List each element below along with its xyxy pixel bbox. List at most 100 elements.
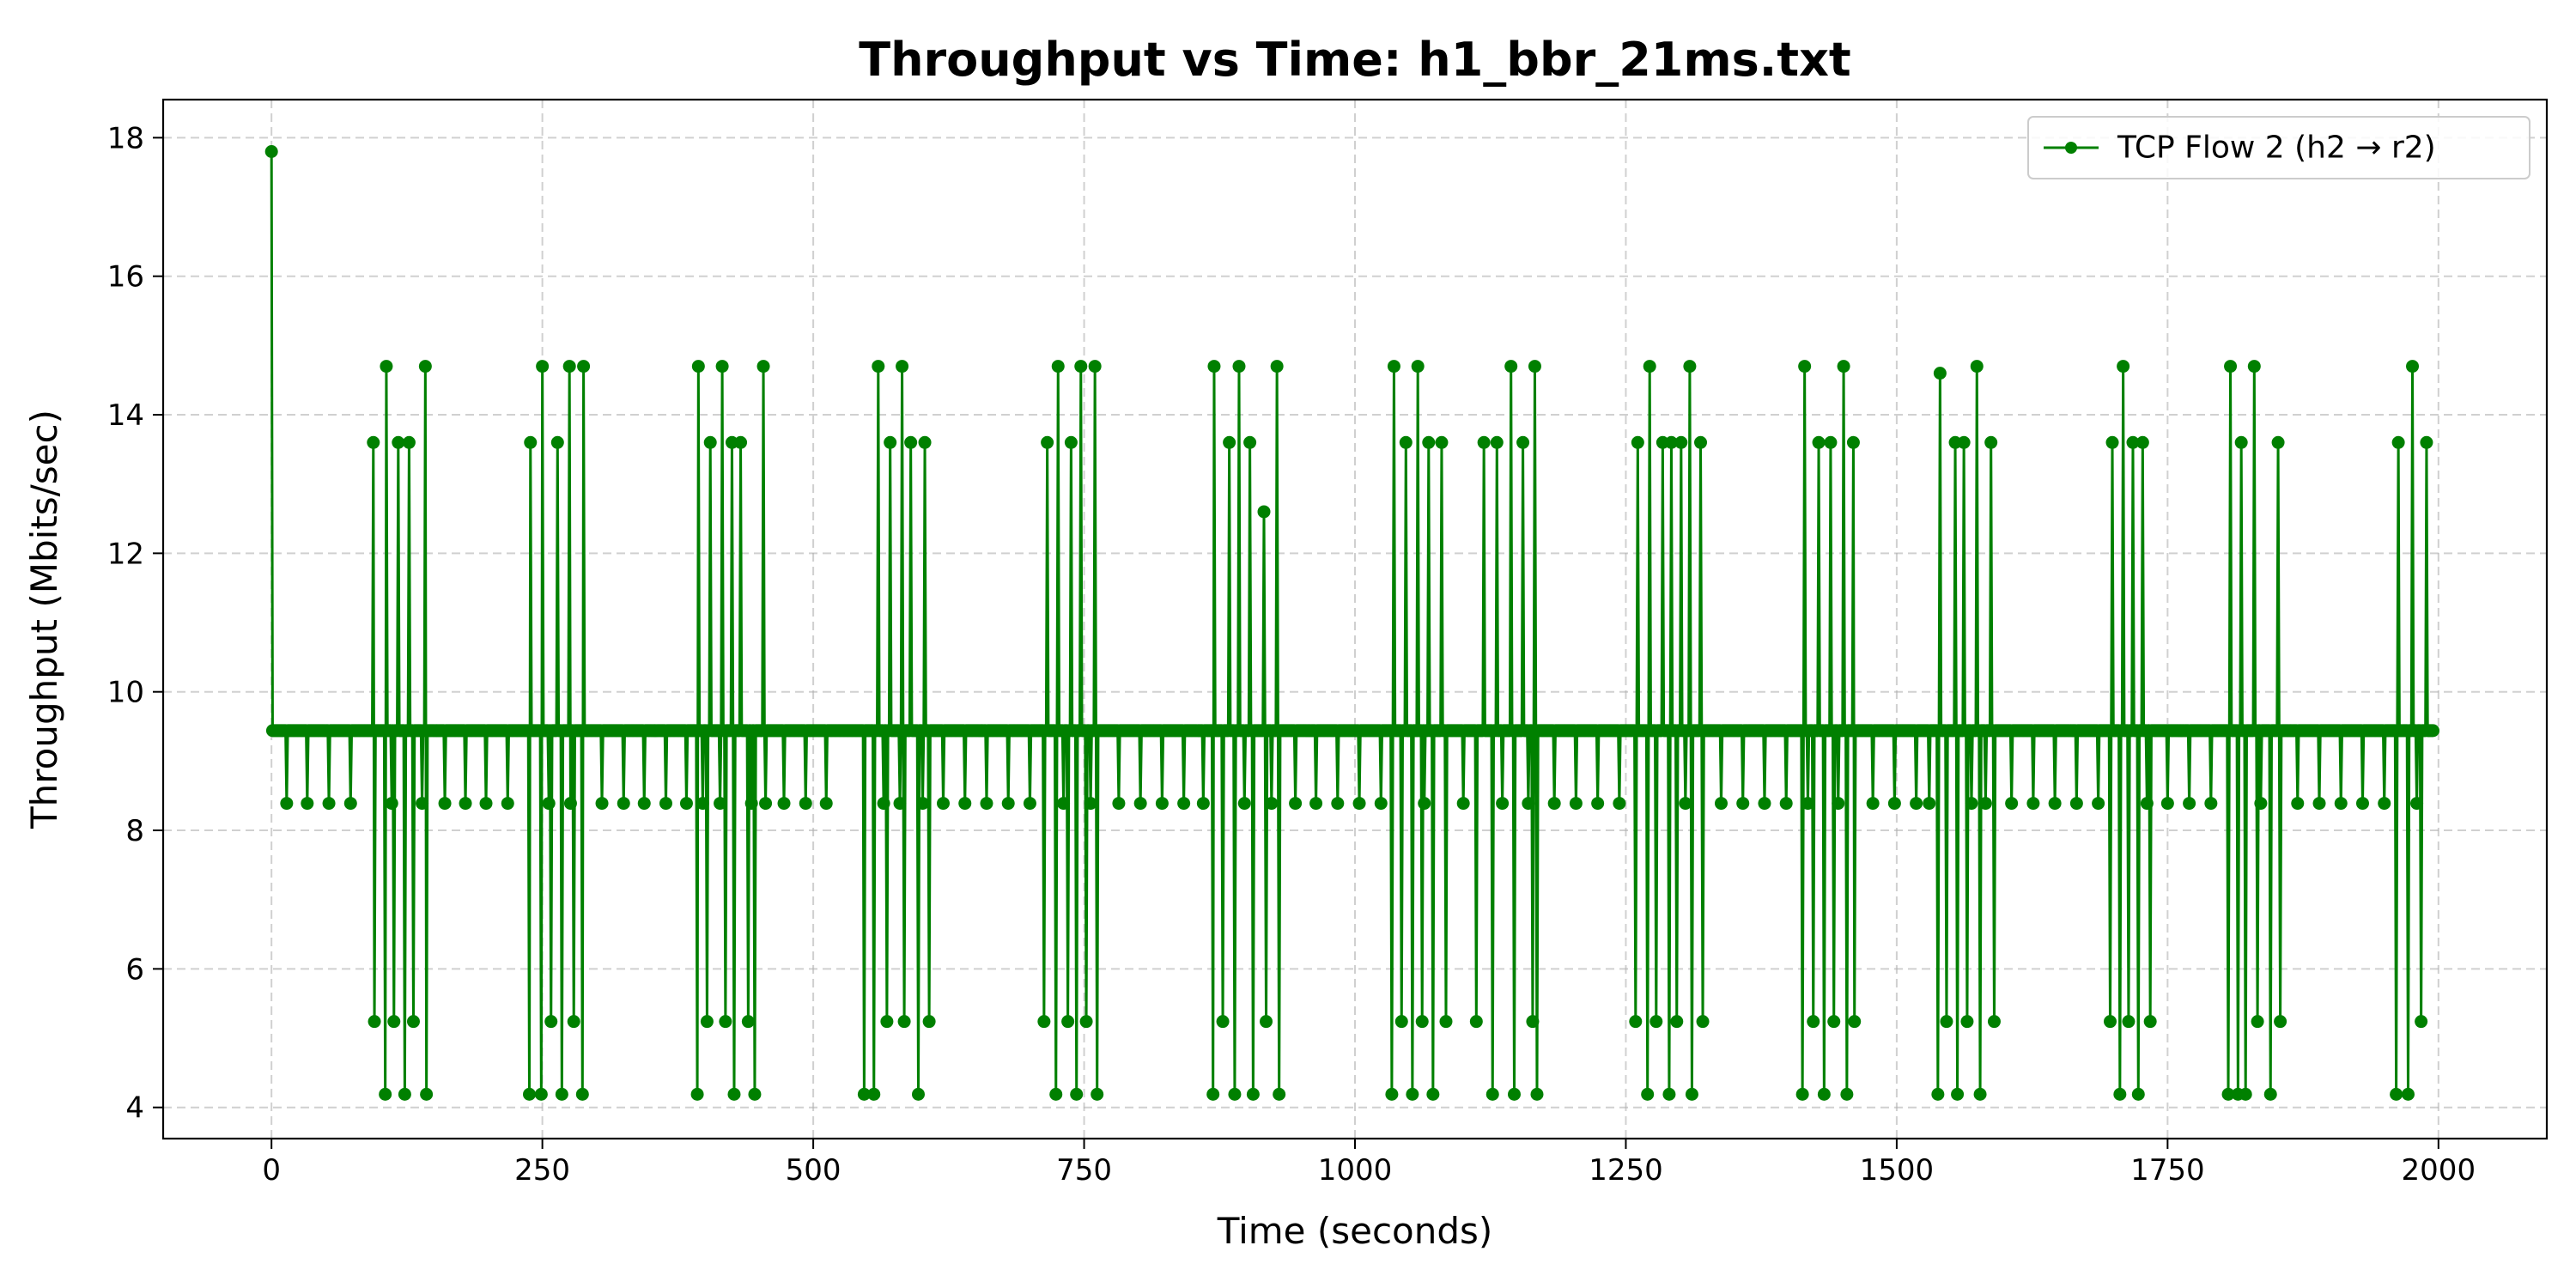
- data-point: [1257, 505, 1271, 519]
- data-point: [2026, 797, 2040, 811]
- data-point: [1232, 360, 1246, 374]
- data-point: [1674, 435, 1688, 449]
- data-point: [2251, 1015, 2264, 1029]
- data-point: [2420, 435, 2433, 449]
- data-point: [368, 1015, 381, 1029]
- data-point: [2263, 1087, 2277, 1101]
- y-tick-label: 14: [107, 398, 144, 433]
- data-point: [1088, 360, 1102, 374]
- data-point: [562, 360, 576, 374]
- data-point: [2224, 360, 2238, 374]
- data-point: [385, 797, 398, 811]
- data-point: [1112, 797, 1126, 811]
- data-point: [1714, 797, 1728, 811]
- data-point: [1237, 797, 1251, 811]
- legend-entry-tcp-flow-2: TCP Flow 2 (h2 → r2): [2117, 131, 2436, 166]
- data-point: [1352, 797, 1366, 811]
- data-point: [2415, 1015, 2428, 1029]
- data-point: [1940, 1015, 1953, 1029]
- data-point: [2105, 435, 2119, 449]
- data-point: [534, 1087, 548, 1101]
- data-point: [1223, 435, 1236, 449]
- data-point: [2160, 797, 2174, 811]
- data-point: [1023, 797, 1036, 811]
- data-point: [1526, 1015, 1540, 1029]
- data-point: [1216, 1015, 1230, 1029]
- data-point: [2005, 797, 2019, 811]
- y-axis: 4 6 8 10 12 14 16 18: [107, 121, 163, 1126]
- data-point: [1041, 435, 1054, 449]
- data-point: [1051, 360, 1065, 374]
- legend-box: [2027, 116, 2530, 179]
- data-point: [2143, 1015, 2157, 1029]
- data-point: [1070, 1087, 1084, 1101]
- data-point: [2401, 1087, 2415, 1101]
- data-point: [1840, 1087, 1854, 1101]
- data-point: [1196, 797, 1210, 811]
- data-point: [911, 1087, 925, 1101]
- data-point: [1490, 435, 1504, 449]
- data-point: [2291, 797, 2305, 811]
- data-point: [2204, 797, 2218, 811]
- data-point: [872, 360, 885, 374]
- data-point: [1037, 1015, 1051, 1029]
- data-point: [741, 1015, 755, 1029]
- data-point: [893, 797, 907, 811]
- data-point: [1848, 1015, 1862, 1029]
- data-point: [1207, 360, 1221, 374]
- data-point: [1260, 1015, 1273, 1029]
- data-point: [734, 435, 748, 449]
- data-point: [744, 797, 758, 811]
- data-point: [1265, 797, 1279, 811]
- data-point: [1061, 1015, 1075, 1029]
- data-point: [2113, 1087, 2127, 1101]
- data-point: [637, 797, 651, 811]
- data-point: [1984, 435, 1998, 449]
- data-point: [1064, 435, 1078, 449]
- data-point: [2092, 797, 2105, 811]
- data-point: [1887, 797, 1901, 811]
- data-point: [1801, 797, 1814, 811]
- data-point: [459, 797, 472, 811]
- data-point: [880, 1015, 894, 1029]
- data-point: [1664, 435, 1678, 449]
- data-point: [1001, 797, 1015, 811]
- data-point: [1923, 797, 1936, 811]
- data-point: [1399, 435, 1413, 449]
- data-point: [2274, 1015, 2287, 1029]
- data-point: [1641, 1087, 1655, 1101]
- data-point: [1177, 797, 1191, 811]
- data-point: [819, 797, 833, 811]
- data-point: [1827, 1015, 1841, 1029]
- data-point: [1133, 797, 1147, 811]
- data-point: [1387, 360, 1400, 374]
- data-point: [1504, 360, 1518, 374]
- data-point: [1155, 797, 1169, 811]
- data-point: [2122, 1015, 2136, 1029]
- data-point: [918, 435, 932, 449]
- data-point: [1422, 435, 1436, 449]
- data-point: [2312, 797, 2326, 811]
- data-point: [2355, 797, 2369, 811]
- data-point: [980, 797, 993, 811]
- data-point: [2239, 1087, 2252, 1101]
- data-point: [544, 1015, 558, 1029]
- data-point: [2136, 435, 2149, 449]
- data-point: [1385, 1087, 1399, 1101]
- data-point: [406, 1015, 420, 1029]
- data-point: [567, 1015, 580, 1029]
- data-point: [1846, 435, 1860, 449]
- data-point: [1547, 797, 1561, 811]
- data-point: [1456, 797, 1470, 811]
- data-point: [1931, 1087, 1945, 1101]
- data-point: [1951, 1087, 1965, 1101]
- data-point: [1243, 435, 1257, 449]
- data-point: [2103, 1015, 2117, 1029]
- data-point: [1957, 435, 1971, 449]
- data-point: [2048, 797, 2062, 811]
- data-point: [1477, 435, 1491, 449]
- data-point: [2410, 797, 2424, 811]
- legend-marker-swatch: [2065, 142, 2077, 154]
- data-markers: [264, 145, 2440, 1101]
- data-point: [1439, 1015, 1453, 1029]
